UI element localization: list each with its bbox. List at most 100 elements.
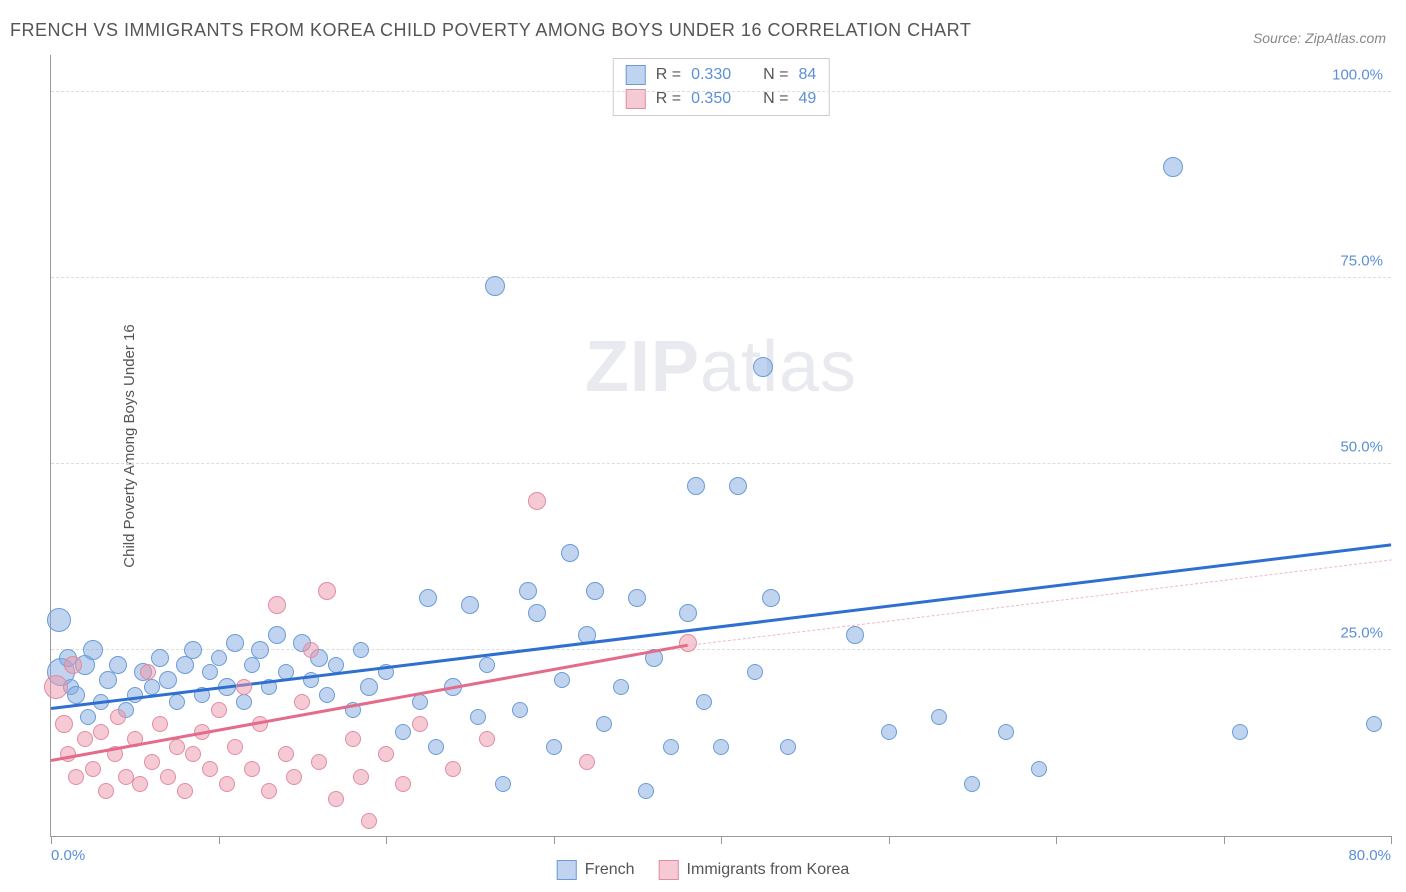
data-point bbox=[68, 769, 84, 785]
data-point bbox=[286, 769, 302, 785]
data-point bbox=[445, 761, 461, 777]
source-attribution: Source: ZipAtlas.com bbox=[1253, 30, 1386, 46]
data-point bbox=[747, 664, 763, 680]
x-tick bbox=[554, 836, 555, 844]
data-point bbox=[1163, 157, 1183, 177]
data-point bbox=[268, 626, 286, 644]
data-point bbox=[236, 679, 252, 695]
data-point bbox=[55, 715, 73, 733]
y-tick-label: 75.0% bbox=[1340, 253, 1383, 270]
swatch-french bbox=[626, 65, 646, 85]
data-point bbox=[485, 276, 505, 296]
correlation-stats-legend: R = 0.330 N = 84 R = 0.350 N = 49 bbox=[613, 58, 830, 116]
r-label: R = bbox=[656, 90, 681, 108]
trend-line bbox=[51, 543, 1391, 709]
data-point bbox=[512, 702, 528, 718]
data-point bbox=[144, 679, 160, 695]
data-point bbox=[613, 679, 629, 695]
data-point bbox=[110, 709, 126, 725]
data-point bbox=[713, 739, 729, 755]
data-point bbox=[395, 724, 411, 740]
x-tick bbox=[1056, 836, 1057, 844]
data-point bbox=[77, 731, 93, 747]
x-tick bbox=[386, 836, 387, 844]
data-point bbox=[479, 731, 495, 747]
data-point bbox=[780, 739, 796, 755]
x-tick bbox=[721, 836, 722, 844]
data-point bbox=[159, 671, 177, 689]
data-point bbox=[93, 724, 109, 740]
x-tick bbox=[219, 836, 220, 844]
y-tick-label: 25.0% bbox=[1340, 625, 1383, 642]
data-point bbox=[211, 650, 227, 666]
data-point bbox=[586, 582, 604, 600]
x-tick bbox=[1224, 836, 1225, 844]
data-point bbox=[268, 596, 286, 614]
data-point bbox=[361, 813, 377, 829]
gridline bbox=[51, 91, 1391, 92]
data-point bbox=[144, 754, 160, 770]
data-point bbox=[579, 754, 595, 770]
data-point bbox=[211, 702, 227, 718]
data-point bbox=[998, 724, 1014, 740]
n-value-french: 84 bbox=[798, 66, 816, 84]
data-point bbox=[219, 776, 235, 792]
data-point bbox=[360, 678, 378, 696]
data-point bbox=[184, 641, 202, 659]
chart-plot-area: ZIPatlas R = 0.330 N = 84 R = 0.350 N = … bbox=[50, 55, 1391, 837]
data-point bbox=[318, 582, 336, 600]
data-point bbox=[64, 656, 82, 674]
data-point bbox=[303, 642, 319, 658]
data-point bbox=[169, 694, 185, 710]
data-point bbox=[132, 776, 148, 792]
data-point bbox=[152, 716, 168, 732]
data-point bbox=[345, 731, 361, 747]
data-point bbox=[202, 761, 218, 777]
data-point bbox=[311, 754, 327, 770]
data-point bbox=[412, 716, 428, 732]
r-value-korea: 0.350 bbox=[691, 90, 731, 108]
data-point bbox=[109, 656, 127, 674]
series-legend: French Immigrants from Korea bbox=[557, 860, 850, 880]
data-point bbox=[278, 746, 294, 762]
data-point bbox=[729, 477, 747, 495]
r-label: R = bbox=[656, 66, 681, 84]
trend-line bbox=[51, 644, 688, 762]
x-tick bbox=[51, 836, 52, 844]
data-point bbox=[412, 694, 428, 710]
x-tick-label: 80.0% bbox=[1348, 847, 1391, 864]
legend-swatch-french bbox=[557, 860, 577, 880]
data-point bbox=[964, 776, 980, 792]
chart-title: FRENCH VS IMMIGRANTS FROM KOREA CHILD PO… bbox=[10, 20, 971, 41]
data-point bbox=[679, 634, 697, 652]
data-point bbox=[83, 640, 103, 660]
data-point bbox=[378, 746, 394, 762]
data-point bbox=[244, 761, 260, 777]
legend-swatch-korea bbox=[659, 860, 679, 880]
y-tick-label: 50.0% bbox=[1340, 439, 1383, 456]
data-point bbox=[85, 761, 101, 777]
data-point bbox=[236, 694, 252, 710]
legend-item-korea: Immigrants from Korea bbox=[659, 860, 850, 880]
legend-item-french: French bbox=[557, 860, 635, 880]
data-point bbox=[395, 776, 411, 792]
n-label: N = bbox=[763, 66, 788, 84]
data-point bbox=[226, 634, 244, 652]
data-point bbox=[140, 664, 156, 680]
gridline bbox=[51, 463, 1391, 464]
data-point bbox=[1031, 761, 1047, 777]
data-point bbox=[67, 686, 85, 704]
data-point bbox=[479, 657, 495, 673]
data-point bbox=[1232, 724, 1248, 740]
data-point bbox=[80, 709, 96, 725]
y-tick-label: 100.0% bbox=[1332, 67, 1383, 84]
data-point bbox=[328, 791, 344, 807]
data-point bbox=[528, 492, 546, 510]
data-point bbox=[251, 641, 269, 659]
data-point bbox=[461, 596, 479, 614]
data-point bbox=[561, 544, 579, 562]
data-point bbox=[762, 589, 780, 607]
legend-label-french: French bbox=[585, 861, 635, 879]
watermark: ZIPatlas bbox=[585, 326, 857, 408]
data-point bbox=[679, 604, 697, 622]
